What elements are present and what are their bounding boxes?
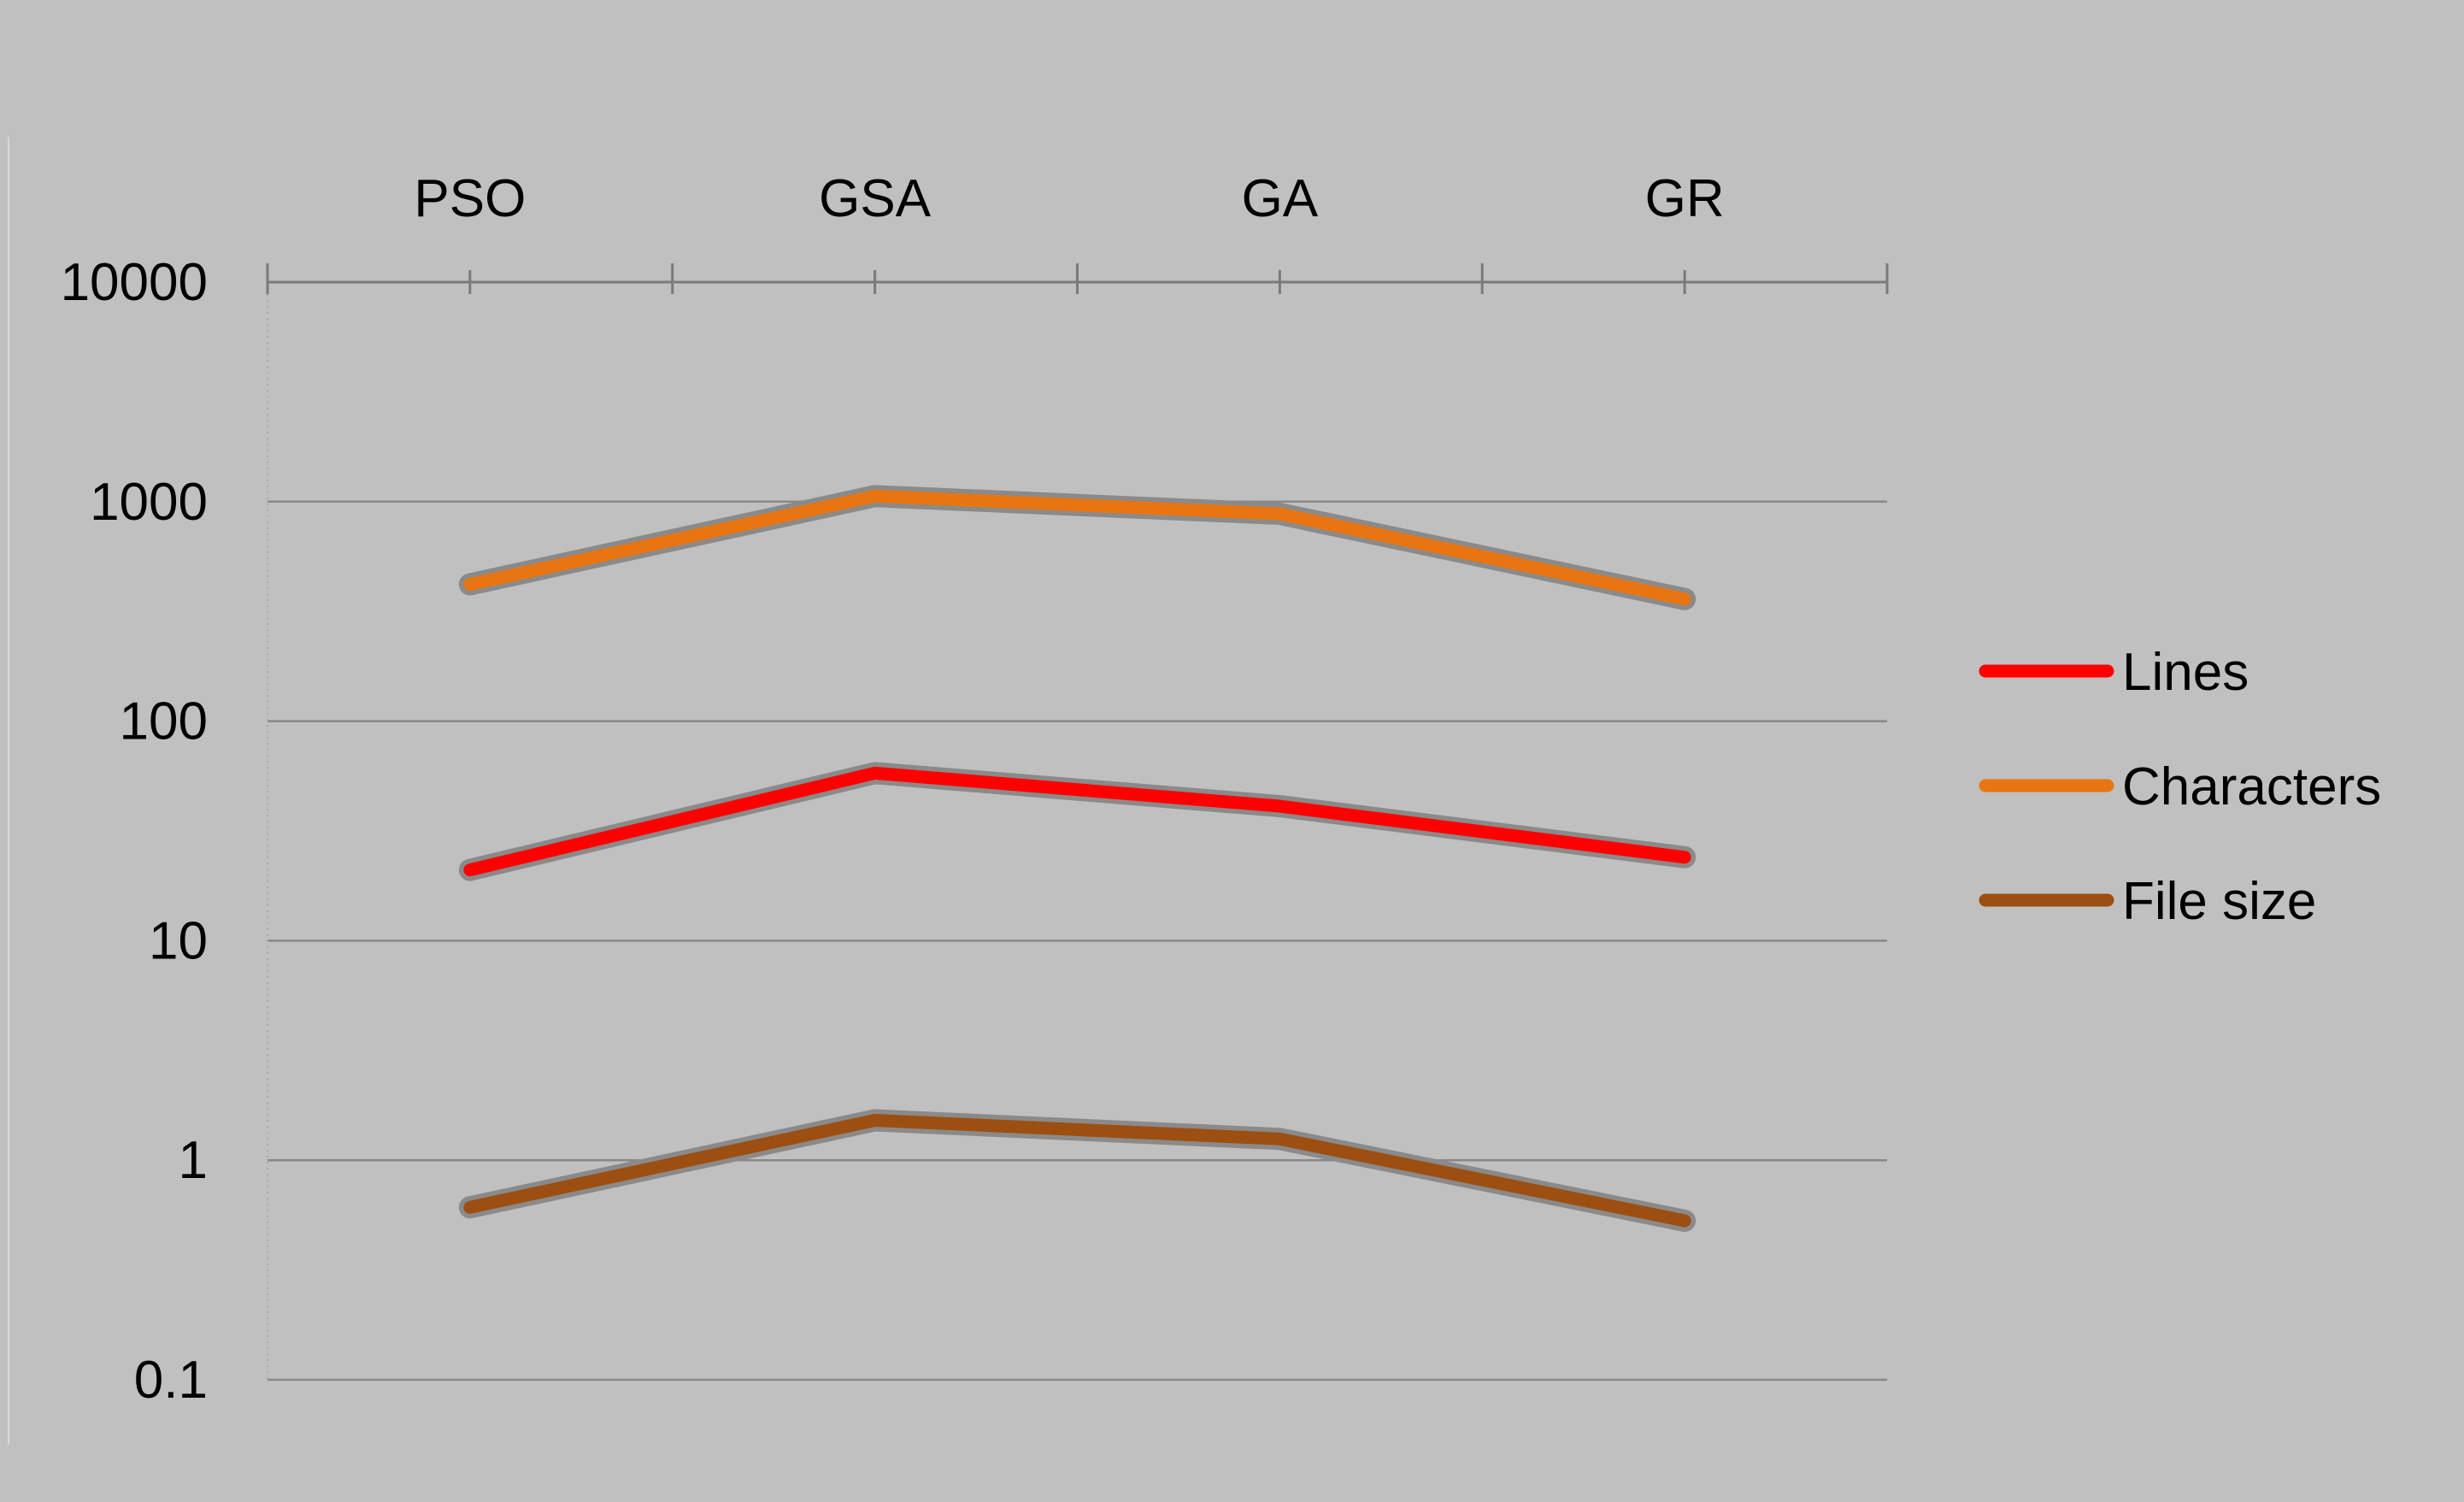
gridlines [267, 282, 1887, 1381]
x-tick-label: GR [1645, 169, 1725, 228]
series-line [463, 766, 1691, 877]
y-tick-label: 10 [149, 911, 208, 970]
legend-item: Characters [1979, 757, 2381, 816]
x-axis-tick-labels: PSO GSA GA GR [414, 169, 1724, 228]
series-1 [458, 485, 1697, 610]
series-line [463, 1114, 1691, 1228]
y-tick-label: 10000 [61, 253, 208, 312]
series-line [463, 489, 1691, 606]
series-lines [458, 485, 1697, 1233]
y-tick-label: 1000 [90, 473, 208, 532]
legend-label: Lines [2122, 643, 2249, 702]
data-point [1279, 513, 1280, 515]
legend-item: File size [1979, 872, 2316, 931]
legend: Lines Characters File size [1979, 643, 2381, 931]
x-tick-label: GSA [819, 169, 932, 228]
data-point [469, 869, 471, 871]
legend-label: File size [2122, 872, 2316, 931]
legend-item: Lines [1979, 643, 2249, 702]
legend-label: Characters [2122, 757, 2381, 816]
data-point [874, 1120, 876, 1122]
data-point [1279, 805, 1280, 807]
data-point [874, 495, 876, 497]
series-0 [458, 762, 1697, 881]
data-point [874, 772, 876, 774]
x-tick-label: GA [1242, 169, 1319, 228]
y-tick-label: 100 [120, 692, 208, 751]
y-tick-label: 0.1 [134, 1351, 208, 1410]
data-point [1279, 1138, 1280, 1140]
data-point [469, 1206, 471, 1208]
category-axis [266, 263, 1889, 294]
series-2 [458, 1109, 1697, 1233]
y-tick-label: 1 [179, 1131, 208, 1190]
x-tick-label: PSO [414, 169, 526, 228]
y-axis-tick-labels: 10000 1000 100 10 1 0.1 [61, 253, 208, 1410]
data-point [469, 584, 471, 586]
